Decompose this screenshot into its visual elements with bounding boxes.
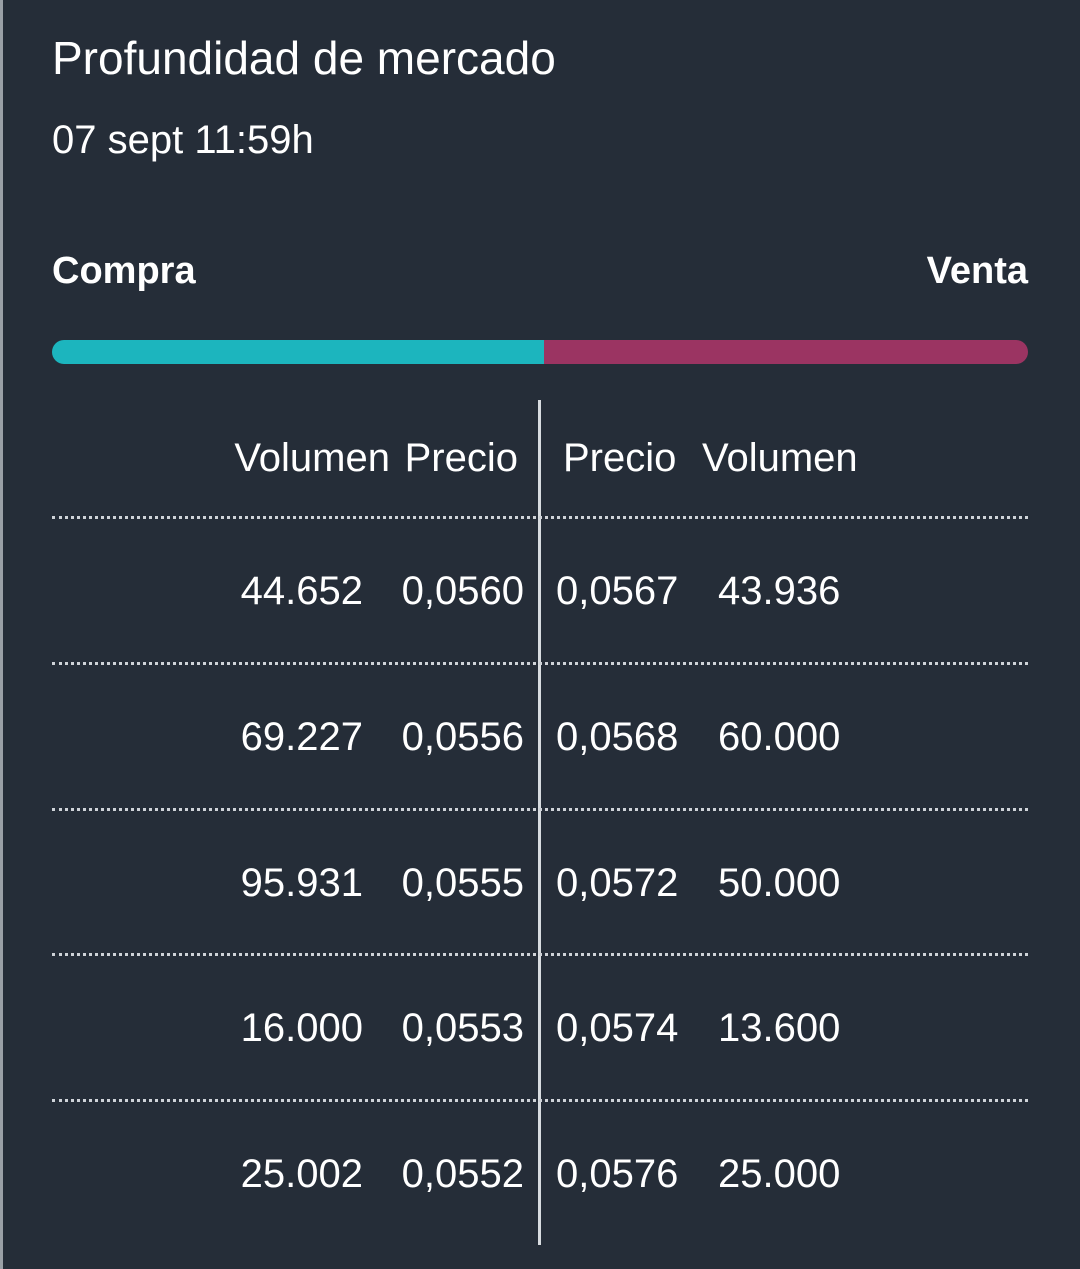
table-cell: 25.002 <box>240 1152 363 1196</box>
buy-label: Compra <box>52 250 196 292</box>
subtitle: 07 sept 11:59h <box>52 118 314 162</box>
table-cell: 43.936 <box>718 569 841 613</box>
table-cell: 0,0552 <box>401 1152 524 1196</box>
table-cell: 13.600 <box>718 1006 841 1051</box>
table-cell: 0,0560 <box>401 569 524 613</box>
column-header: Volumen <box>702 436 858 480</box>
row-separator <box>52 661 1028 665</box>
sell-bar <box>544 340 1028 364</box>
table-cell: 0,0572 <box>556 860 679 905</box>
row-separator <box>52 807 1028 811</box>
column-header: Precio <box>563 436 677 480</box>
table-cell: 50.000 <box>718 860 841 905</box>
divider <box>538 400 541 1245</box>
table-cell: 0,0553 <box>401 1006 524 1051</box>
column-header: Precio <box>404 436 518 480</box>
row-separator <box>52 953 1028 957</box>
buy-bar <box>52 340 544 364</box>
table-cell: 69.227 <box>240 714 363 759</box>
table-cell: 0,0574 <box>556 1006 679 1051</box>
table-cell: 44.652 <box>240 569 363 613</box>
table-cell: 0,0555 <box>401 860 524 905</box>
table-cell: 0,0568 <box>556 714 679 759</box>
row-separator <box>52 516 1028 519</box>
table-cell: 25.000 <box>718 1152 841 1196</box>
title: Profundidad de mercado <box>52 32 556 84</box>
table-cell: 0,0576 <box>556 1152 679 1196</box>
row-separator <box>52 1099 1028 1102</box>
table-cell: 60.000 <box>718 714 841 759</box>
table-cell: 0,0556 <box>401 714 524 759</box>
table-cell: 95.931 <box>240 860 363 905</box>
table-cell: 0,0567 <box>556 569 679 613</box>
table-cell: 16.000 <box>240 1006 363 1051</box>
sell-label: Venta <box>926 250 1028 292</box>
column-header: Volumen <box>234 436 390 480</box>
